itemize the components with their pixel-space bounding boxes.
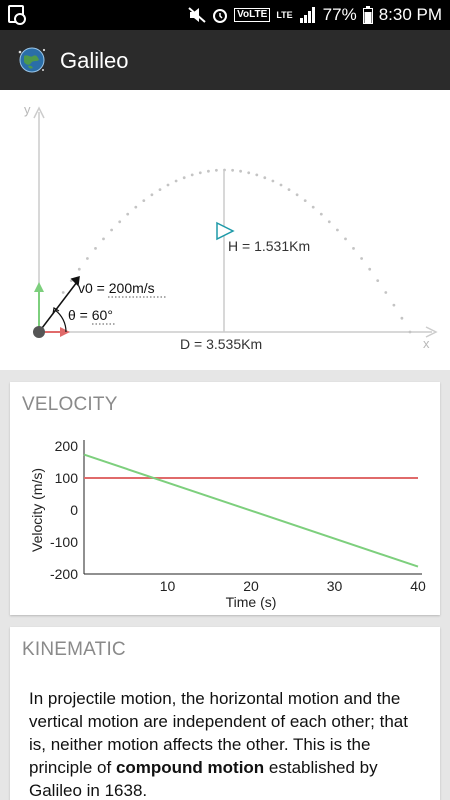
app-bar: Galileo	[0, 30, 450, 90]
trajectory-dot	[376, 279, 380, 282]
signal-icon	[299, 7, 315, 23]
battery-icon	[362, 6, 373, 24]
velocity-card-title: VELOCITY	[22, 394, 118, 415]
y-tick-label: 0	[70, 502, 78, 518]
trajectory-path	[61, 168, 412, 334]
trajectory-dot	[295, 193, 299, 197]
trajectory-dot	[150, 193, 154, 197]
status-bar: VoLTE LTE 77% 8:30 PM	[0, 0, 450, 30]
trajectory-dot	[279, 183, 283, 187]
trajectory-dot	[327, 220, 331, 224]
trajectory-dot	[319, 212, 323, 216]
y-axis-arrow	[33, 106, 45, 119]
x-tick-label: 10	[160, 578, 176, 594]
trajectory-dot	[400, 316, 404, 320]
trajectory-dot	[271, 179, 275, 183]
trajectory-dot	[287, 188, 291, 191]
vx-arrowhead	[60, 327, 70, 337]
trajectory-dot	[344, 237, 347, 241]
x-tick-label: 20	[243, 578, 259, 594]
trajectory-dot	[408, 330, 412, 334]
kinematic-text-part-1: In projectile motion, the horizontal mot…	[29, 689, 408, 777]
trajectory-dot	[190, 173, 194, 177]
mute-icon	[188, 7, 206, 23]
kinematic-description: In projectile motion, the horizontal mot…	[29, 687, 429, 800]
gallery-notification-icon	[8, 5, 26, 25]
trajectory-canvas[interactable]: y x H = 1.531Km D = 3.535Km v0 = 200m/s …	[0, 90, 450, 370]
trajectory-dot	[231, 168, 235, 172]
kinematic-text-bold: compound motion	[115, 758, 265, 777]
trajectory-dot	[360, 257, 363, 260]
trajectory-dot	[110, 228, 113, 232]
trajectory-dot	[198, 171, 202, 175]
y-tick-label: -100	[50, 534, 78, 550]
series-vertical-velocity	[83, 453, 419, 568]
trajectory-dot	[311, 205, 315, 209]
simulation-panel[interactable]: y x H = 1.531Km D = 3.535Km v0 = 200m/s …	[0, 90, 450, 370]
vy-arrowhead	[34, 282, 44, 292]
x-axis-arrow	[425, 326, 438, 338]
trajectory-dot	[368, 267, 372, 271]
launch-arrowhead	[70, 275, 80, 287]
velocity-card: VELOCITY 200 100 0 -100 -200 10 20 30 40 Time (s)…	[10, 382, 440, 615]
clock: 8:30 PM	[378, 5, 442, 24]
launcher-ball[interactable]	[33, 326, 45, 338]
trajectory-dot	[118, 220, 122, 224]
lte-label: LTE	[276, 10, 293, 20]
trajectory-dot	[158, 188, 162, 191]
kinematic-card-title: KINEMATIC	[22, 639, 126, 660]
kinematic-text-part-2: established by Galileo in 1638.	[29, 758, 378, 800]
y-axis-title: Velocity (m/s)	[29, 468, 45, 552]
trajectory-dot	[182, 176, 186, 180]
alarm-icon	[213, 9, 228, 23]
y-tick-label: 200	[55, 438, 79, 454]
trajectory-dot	[166, 183, 170, 187]
status-icons: VoLTE LTE 77% 8:30 PM	[188, 0, 442, 30]
y-tick-label: -200	[50, 566, 78, 582]
launch-velocity-vector	[38, 281, 78, 333]
angle-arc	[54, 309, 67, 333]
trajectory-dot	[239, 169, 243, 173]
trajectory-dot	[174, 179, 178, 183]
angle-arc-arrow	[52, 307, 60, 315]
x-axis-label: x	[423, 336, 430, 351]
trajectory-dot	[215, 168, 218, 172]
volte-badge: VoLTE	[234, 8, 271, 22]
trajectory-dot	[336, 228, 339, 232]
trajectory-dot	[303, 199, 307, 202]
velocity-chart: 200 100 0 -100 -200 10 20 30 40 Time (s) Velocity …	[29, 438, 426, 610]
trajectory-dot	[247, 171, 251, 175]
x-axis-title: Time (s)	[226, 594, 277, 610]
distance-label: D = 3.535Km	[180, 336, 262, 352]
trajectory-dot	[126, 212, 130, 216]
kinematic-card: KINEMATIC In projectile motion, the hori…	[10, 627, 440, 800]
x-tick-label: 40	[410, 578, 426, 594]
trajectory-dot	[255, 173, 259, 177]
angle-label[interactable]: θ = 60°	[68, 307, 113, 323]
y-axis-label: y	[24, 102, 31, 117]
trajectory-dot	[77, 267, 81, 271]
galileo-logo-icon[interactable]	[16, 44, 48, 76]
height-label: H = 1.531Km	[228, 238, 310, 254]
trajectory-dot	[61, 291, 65, 294]
trajectory-dot	[392, 303, 396, 307]
trajectory-dot	[352, 247, 355, 250]
x-tick-label: 30	[327, 578, 343, 594]
trajectory-dot	[384, 291, 388, 294]
trajectory-dot	[263, 176, 267, 180]
velocity-label[interactable]: v0 = 200m/s	[78, 280, 155, 296]
battery-percent: 77%	[322, 5, 357, 24]
trajectory-dot	[102, 237, 105, 241]
trajectory-dot	[142, 199, 146, 202]
projectile-marker[interactable]	[216, 221, 235, 241]
trajectory-dot	[134, 205, 138, 209]
y-tick-label: 100	[55, 470, 79, 486]
trajectory-dot	[207, 169, 210, 173]
trajectory-dot	[86, 257, 89, 260]
trajectory-dot	[94, 247, 97, 250]
app-title: Galileo	[60, 48, 129, 73]
